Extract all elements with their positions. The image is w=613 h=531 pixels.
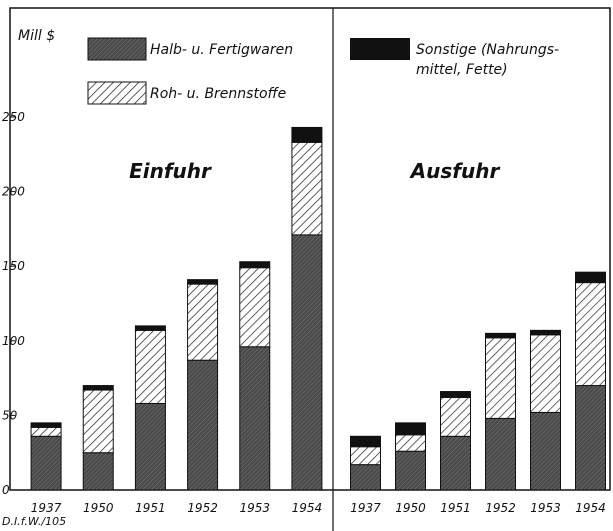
bar-segment — [134, 402, 166, 491]
x-tick-label: 1951 — [440, 501, 471, 515]
panel-title: Einfuhr — [129, 159, 212, 183]
bar-segment — [187, 279, 219, 285]
legend-swatch — [87, 37, 147, 61]
bar-segment — [134, 325, 166, 331]
bar-segment — [485, 332, 516, 339]
bar-segment — [575, 385, 606, 491]
x-tick-label: 1937 — [31, 501, 62, 515]
x-tick-label: 1952 — [187, 501, 218, 515]
x-tick-label: 1953 — [239, 501, 270, 515]
x-tick-label: 1937 — [350, 501, 381, 515]
y-tick-label: 50 — [2, 408, 18, 422]
bar-segment — [82, 389, 114, 454]
legend-label: Roh- u. Brennstoffe — [150, 86, 286, 102]
bar-segment — [395, 450, 426, 491]
bar-segment — [350, 435, 381, 448]
bar-segment — [291, 141, 323, 236]
bar-segment — [530, 334, 561, 413]
bar-segment — [134, 329, 166, 404]
bar-segment — [30, 422, 62, 428]
source: D.I.f.W./105 — [2, 515, 66, 528]
bar-segment — [291, 126, 323, 143]
bar-segment — [530, 329, 561, 336]
x-tick-label: 1952 — [485, 501, 516, 515]
x-tick-label: 1950 — [395, 501, 426, 515]
bar-segment — [82, 452, 114, 491]
bar-segment — [350, 464, 381, 491]
x-tick-label: 1950 — [83, 501, 114, 515]
bar-segment — [575, 271, 606, 284]
legend-swatch — [350, 38, 410, 60]
bar-segment — [530, 411, 561, 491]
bar-segment — [395, 422, 426, 436]
y-tick-label: 0 — [2, 483, 10, 497]
bar-segment — [239, 261, 271, 269]
bar-segment — [187, 359, 219, 491]
bar-segment — [187, 283, 219, 361]
bar-segment — [291, 234, 323, 491]
bar-segment — [440, 435, 471, 491]
legend-label: Halb- u. Fertigwaren — [150, 42, 293, 58]
x-tick-label: 1953 — [530, 501, 561, 515]
bar-segment — [30, 426, 62, 437]
bar-segment — [485, 337, 516, 419]
bar-segment — [575, 282, 606, 387]
bar-segment — [239, 346, 271, 491]
bar-segment — [395, 434, 426, 452]
x-tick-label: 1954 — [292, 501, 323, 515]
x-tick-label: 1951 — [135, 501, 166, 515]
bar-segment — [350, 446, 381, 466]
legend-swatch — [87, 81, 147, 105]
bar-segment — [485, 417, 516, 491]
bar-segment — [82, 385, 114, 391]
bar-segment — [440, 396, 471, 437]
bar-segment — [30, 435, 62, 491]
bar-segment — [239, 267, 271, 348]
y-axis-label: Mill $ — [18, 28, 55, 44]
x-tick-label: 1954 — [575, 501, 606, 515]
bar-segment — [440, 391, 471, 398]
panel-title: Ausfuhr — [409, 159, 501, 183]
legend-label: Sonstige (Nahrungs- mittel, Fette) — [416, 42, 560, 78]
